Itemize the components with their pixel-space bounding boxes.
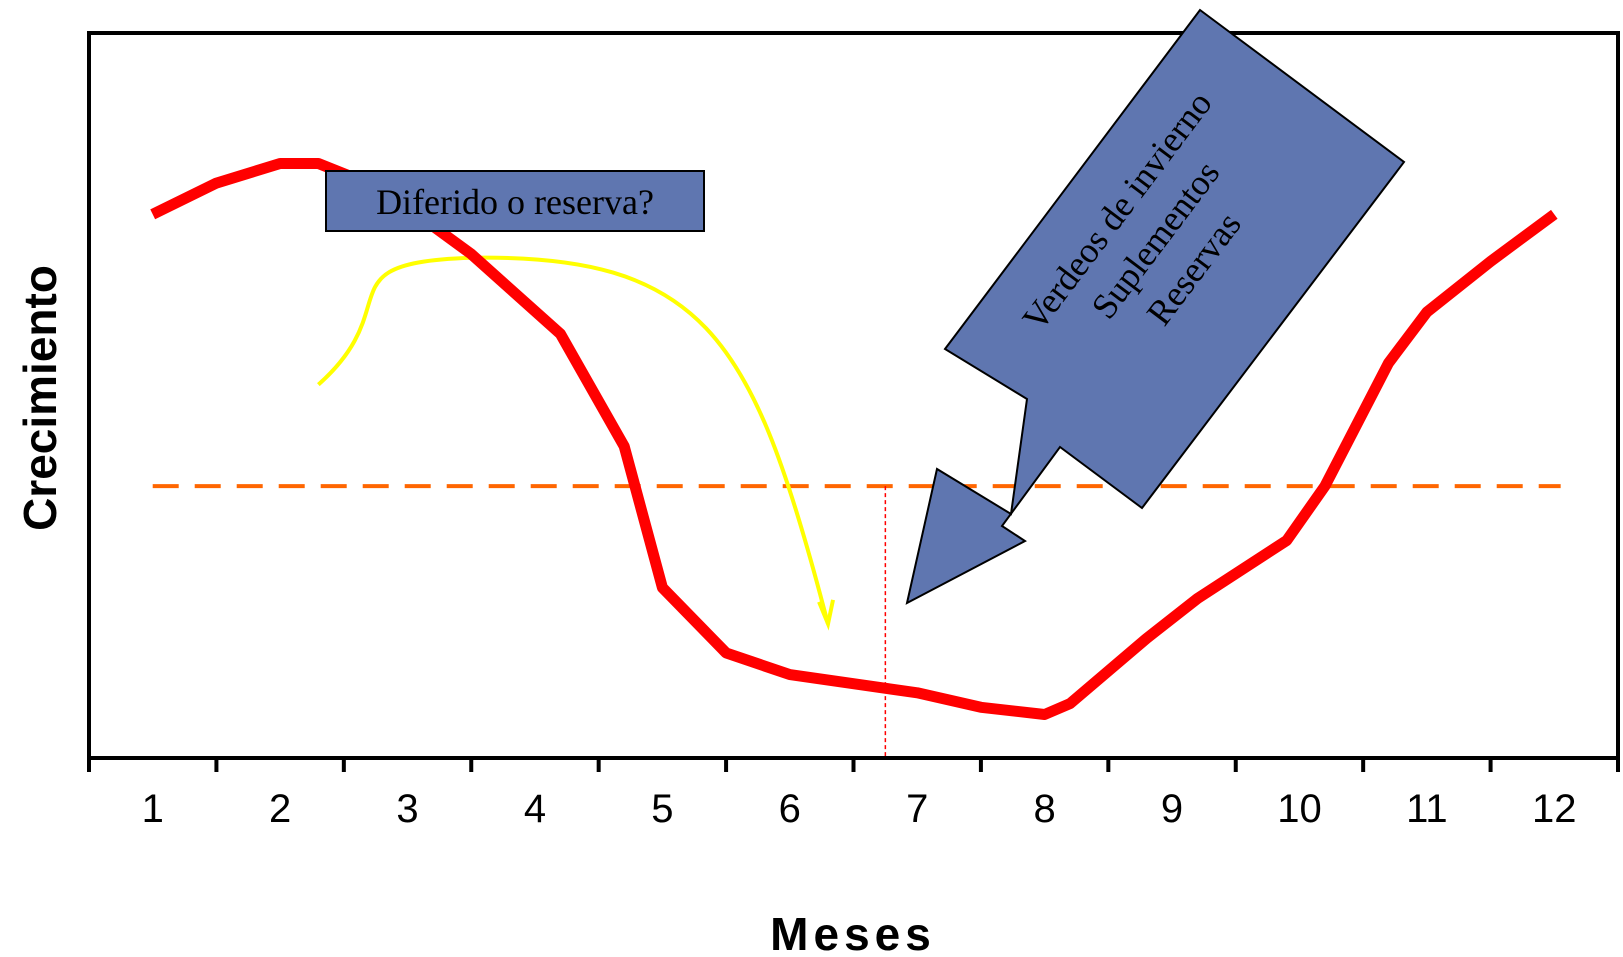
plot-area bbox=[87, 31, 1620, 760]
x-tick-label: 8 bbox=[1034, 787, 1056, 831]
x-tick-label: 5 bbox=[651, 787, 673, 831]
x-tick-label: 6 bbox=[779, 787, 801, 831]
deferral-arrow-curve bbox=[317, 255, 830, 625]
x-tick-label: 10 bbox=[1277, 787, 1322, 831]
x-tick-label: 4 bbox=[524, 787, 546, 831]
x-tick-label: 2 bbox=[269, 787, 291, 831]
y-axis-title: Crecimiento bbox=[14, 265, 66, 531]
deferral-label-box bbox=[325, 170, 705, 232]
x-tick-label: 7 bbox=[906, 787, 928, 831]
deferral-label-text: Diferido o reserva? bbox=[376, 182, 654, 222]
x-tick-label: 3 bbox=[396, 787, 418, 831]
x-axis: 1 2 3 4 5 6 7 8 9 10 11 12 bbox=[87, 756, 1620, 831]
x-tick-label: 12 bbox=[1532, 787, 1577, 831]
x-tick-label: 9 bbox=[1161, 787, 1183, 831]
x-tick-label: 11 bbox=[1406, 787, 1448, 831]
arrow-callout-shape bbox=[905, 8, 1406, 605]
deferral-arrowhead bbox=[817, 599, 835, 631]
x-tick-label: 1 bbox=[142, 787, 164, 831]
x-axis-title: Meses bbox=[770, 908, 936, 957]
